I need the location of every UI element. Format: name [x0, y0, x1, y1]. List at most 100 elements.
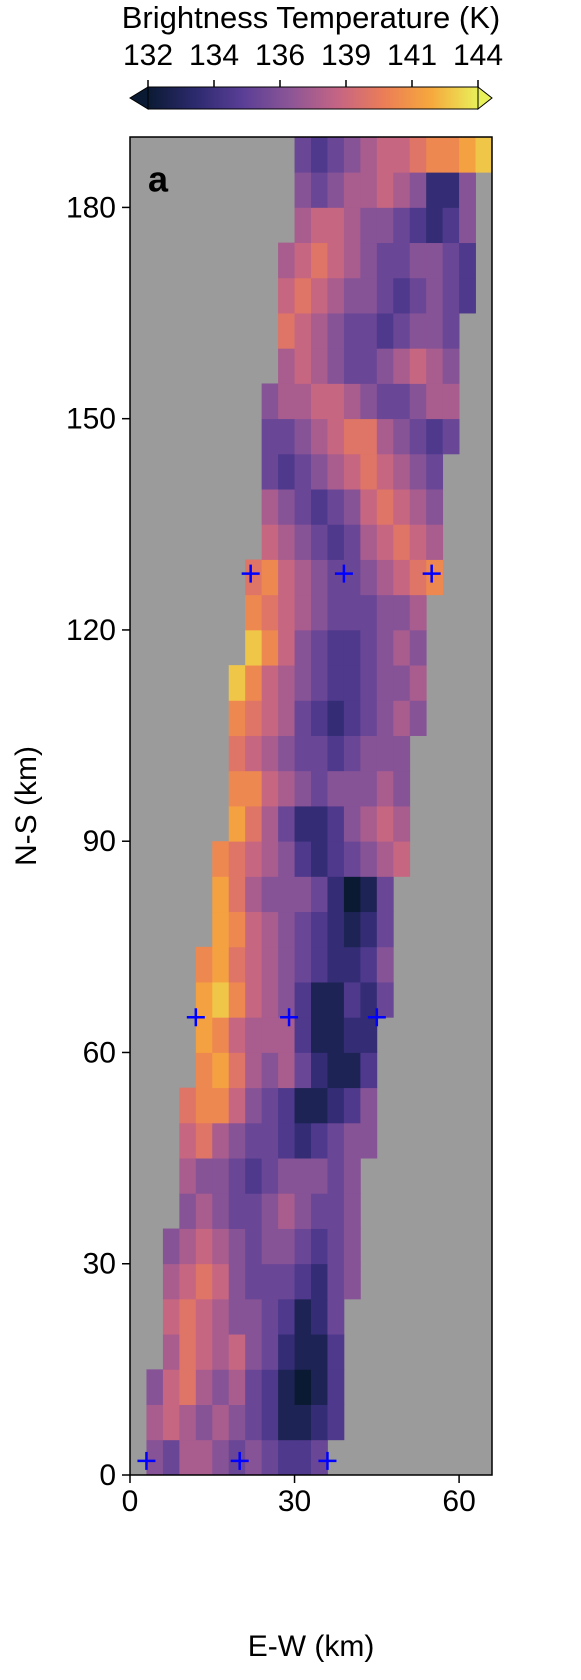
heatmap-cell: [442, 242, 460, 279]
heatmap-cell: [294, 172, 312, 208]
heatmap-cell: [409, 524, 427, 560]
colorbar-extend-high: [477, 85, 493, 111]
heatmap-cell: [426, 559, 444, 596]
heatmap-cell: [294, 946, 312, 983]
heatmap-cell: [278, 1369, 295, 1405]
heatmap-cell: [343, 524, 361, 560]
heatmap-cell: [228, 1122, 246, 1159]
heatmap-cell: [294, 1193, 312, 1229]
heatmap-cell: [393, 665, 411, 701]
heatmap-cell: [245, 982, 263, 1018]
heatmap-cell: [245, 1122, 263, 1159]
heatmap-cell: [343, 876, 361, 913]
heatmap-cell: [360, 1052, 378, 1089]
heatmap-cell: [228, 1298, 246, 1335]
heatmap-cell: [327, 348, 345, 384]
heatmap-cell: [278, 489, 295, 525]
heatmap-cell: [228, 982, 246, 1018]
heatmap-cell: [179, 1334, 197, 1370]
heatmap-cell: [360, 629, 378, 666]
heatmap-cell: [393, 137, 411, 173]
heatmap-cell: [245, 1439, 263, 1476]
heatmap-cell: [360, 911, 378, 948]
heatmap-cell: [327, 524, 345, 560]
heatmap-cell: [311, 911, 328, 948]
heatmap-cell: [343, 489, 361, 525]
heatmap-cell: [311, 1334, 328, 1370]
heatmap-cell: [278, 383, 295, 420]
heatmap-cell: [343, 1017, 361, 1053]
heatmap-cell: [245, 559, 263, 596]
heatmap-cell: [409, 700, 427, 736]
heatmap-cell: [261, 629, 279, 666]
heatmap-cell: [245, 770, 263, 807]
heatmap-cell: [261, 1017, 279, 1053]
heatmap-cell: [327, 559, 345, 596]
x-tick-label: 60: [442, 1485, 475, 1518]
heatmap-cell: [228, 1158, 246, 1194]
heatmap-cell: [179, 1193, 197, 1229]
heatmap-cell: [360, 524, 378, 560]
heatmap-cell: [195, 1369, 213, 1405]
heatmap-cell: [393, 453, 411, 490]
heatmap-cell: [442, 348, 460, 384]
heatmap-cell: [343, 418, 361, 455]
heatmap-cell: [261, 1193, 279, 1229]
heatmap-cell: [311, 172, 328, 208]
heatmap-cell: [426, 524, 444, 560]
heatmap-cell: [360, 982, 378, 1018]
heatmap-cell: [409, 594, 427, 631]
heatmap-cell: [311, 137, 328, 173]
heatmap-cell: [311, 1439, 328, 1476]
heatmap-cell: [360, 665, 378, 701]
heatmap-cell: [327, 946, 345, 983]
heatmap-cell: [162, 1298, 180, 1335]
heatmap-cell: [228, 806, 246, 842]
heatmap-cell: [294, 1298, 312, 1335]
heatmap-cell: [228, 1017, 246, 1053]
heatmap-cell: [376, 453, 394, 490]
heatmap-cell: [261, 876, 279, 913]
heatmap-cell: [459, 277, 476, 314]
heatmap-cell: [360, 277, 378, 314]
heatmap-cell: [245, 876, 263, 913]
heatmap-cell: [195, 1017, 213, 1053]
heatmap-cell: [376, 172, 394, 208]
heatmap-cell: [278, 770, 295, 807]
heatmap-cell: [245, 1369, 263, 1405]
heatmap-cell: [327, 1052, 345, 1089]
heatmap-cell: [442, 418, 460, 455]
heatmap-cell: [228, 1369, 246, 1405]
heatmap-cell: [195, 1263, 213, 1300]
heatmap-cell: [360, 383, 378, 420]
heatmap-cell: [212, 1017, 230, 1053]
heatmap-cell: [376, 594, 394, 631]
heatmap-cell: [343, 665, 361, 701]
heatmap-cell: [278, 911, 295, 948]
heatmap-cell: [261, 594, 279, 631]
heatmap-cell: [409, 629, 427, 666]
heatmap-cell: [360, 1087, 378, 1124]
heatmap-cell: [393, 629, 411, 666]
heatmap-cell: [343, 982, 361, 1018]
heatmap-cell: [327, 700, 345, 736]
colorbar-tick-label: 136: [255, 39, 305, 72]
heatmap-cell: [212, 1122, 230, 1159]
heatmap-cell: [195, 1052, 213, 1089]
heatmap-cell: [376, 418, 394, 455]
heatmap-cell: [311, 982, 328, 1018]
heatmap-cell: [343, 313, 361, 349]
heatmap-cell: [442, 313, 460, 349]
heatmap-cell: [195, 1298, 213, 1335]
heatmap-cell: [360, 700, 378, 736]
heatmap-cell: [294, 277, 312, 314]
heatmap-cell: [393, 172, 411, 208]
heatmap-cell: [393, 559, 411, 596]
heatmap-cell: [311, 207, 328, 244]
heatmap-cell: [360, 806, 378, 842]
heatmap-cell: [162, 1369, 180, 1405]
heatmap-cell: [261, 770, 279, 807]
heatmap-cell: [311, 313, 328, 349]
heatmap-cell: [294, 559, 312, 596]
heatmap-cell: [294, 806, 312, 842]
